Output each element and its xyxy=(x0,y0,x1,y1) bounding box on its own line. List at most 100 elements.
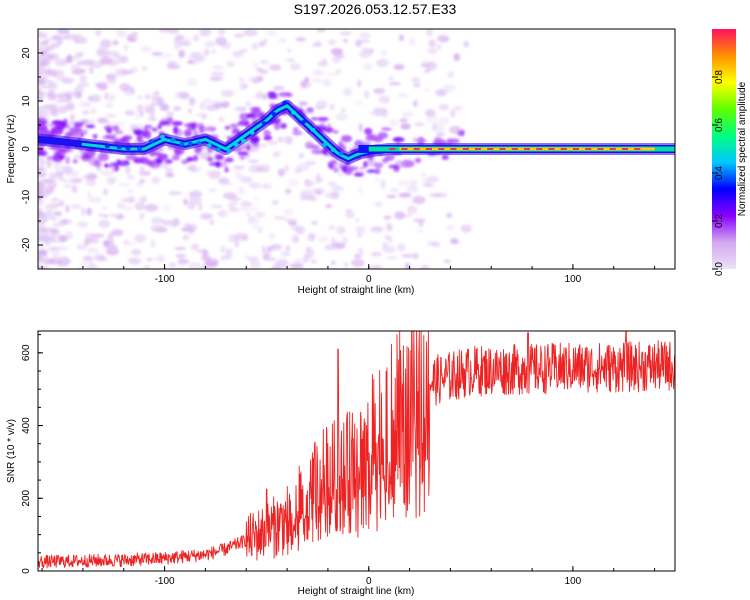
noise-blob xyxy=(191,123,197,131)
noise-blob xyxy=(263,250,272,258)
noise-blob xyxy=(79,75,87,82)
noise-blob xyxy=(105,175,119,183)
noise-blob xyxy=(317,235,329,243)
noise-blob xyxy=(160,104,170,111)
noise-blob xyxy=(285,188,292,195)
ridge-blob xyxy=(137,146,142,151)
noise-blob xyxy=(136,135,143,142)
carrier-peak xyxy=(438,148,445,150)
carrier-peak xyxy=(597,148,604,150)
noise-blob xyxy=(128,257,142,265)
ridge-blob xyxy=(291,110,297,115)
noise-blob xyxy=(463,40,469,48)
noise-blob xyxy=(400,123,411,130)
noise-blob xyxy=(82,110,90,115)
noise-blob xyxy=(304,77,310,82)
noise-blob xyxy=(342,86,353,93)
noise-blob xyxy=(79,101,88,108)
noise-blob xyxy=(364,127,373,135)
carrier-peak xyxy=(560,148,567,150)
noise-blob xyxy=(152,152,162,156)
noise-blob xyxy=(340,135,353,143)
noise-blob xyxy=(123,206,134,211)
noise-blob xyxy=(85,124,96,128)
noise-blob xyxy=(81,207,86,216)
noise-blob xyxy=(325,204,333,209)
noise-blob xyxy=(160,220,175,226)
noise-blob xyxy=(354,101,364,105)
noise-blob xyxy=(440,36,449,43)
colorbar-tick-label: 0.0 xyxy=(714,262,725,276)
noise-blob xyxy=(38,77,46,85)
noise-blob xyxy=(261,93,268,100)
noise-blob xyxy=(86,191,92,199)
noise-blob xyxy=(218,177,230,185)
carrier-peak xyxy=(425,148,432,150)
noise-blob xyxy=(317,60,328,67)
noise-blob xyxy=(126,175,135,180)
noise-blob xyxy=(111,229,124,237)
noise-blob xyxy=(252,196,260,200)
ridge-blob xyxy=(301,119,307,124)
noise-blob xyxy=(358,186,363,194)
noise-blob xyxy=(251,224,264,230)
carrier-peak xyxy=(548,148,555,150)
noise-blob xyxy=(145,93,151,100)
noise-blob xyxy=(48,226,54,232)
noise-blob xyxy=(248,164,262,173)
noise-blob xyxy=(65,205,70,213)
noise-blob xyxy=(42,187,47,196)
noise-blob xyxy=(142,66,147,71)
noise-blob xyxy=(97,84,108,91)
noise-blob xyxy=(357,247,363,253)
noise-blob xyxy=(287,178,299,188)
noise-blob xyxy=(292,127,299,132)
noise-blob xyxy=(44,79,53,84)
noise-blob xyxy=(327,161,334,168)
noise-blob xyxy=(50,109,60,117)
noise-blob xyxy=(71,184,78,194)
noise-blob xyxy=(50,197,60,202)
noise-blob xyxy=(89,174,98,180)
carrier-peak xyxy=(621,148,628,150)
noise-blob xyxy=(408,38,416,46)
noise-blob xyxy=(355,217,360,224)
noise-blob xyxy=(71,33,82,38)
noise-blob xyxy=(314,41,322,47)
noise-blob xyxy=(210,204,223,209)
noise-blob xyxy=(375,107,387,114)
snr-xtick-label: -100 xyxy=(155,576,175,587)
noise-blob xyxy=(406,205,418,215)
noise-blob xyxy=(208,162,221,166)
noise-blob xyxy=(103,214,109,218)
noise-blob xyxy=(305,248,315,258)
noise-blob xyxy=(76,244,87,251)
noise-blob xyxy=(38,157,44,162)
noise-blob xyxy=(181,38,192,47)
noise-blob xyxy=(277,168,285,177)
noise-blob xyxy=(452,105,464,112)
noise-blob xyxy=(364,90,370,99)
noise-blob xyxy=(99,152,109,157)
noise-blob xyxy=(38,265,42,269)
noise-blob xyxy=(46,182,58,187)
noise-blob xyxy=(137,95,144,100)
noise-blob xyxy=(387,238,393,244)
noise-blob xyxy=(266,29,277,37)
noise-blob xyxy=(333,130,339,134)
noise-blob xyxy=(202,98,213,104)
noise-blob xyxy=(76,221,88,228)
colorbar-tick-label: 0.8 xyxy=(714,70,725,84)
noise-blob xyxy=(186,77,198,87)
noise-blob xyxy=(370,226,384,233)
noise-blob xyxy=(73,91,82,99)
noise-blob xyxy=(388,119,399,127)
noise-blob xyxy=(339,31,352,36)
snr-ytick-label: 0 xyxy=(21,568,32,574)
noise-blob xyxy=(335,69,342,74)
ridge-blob xyxy=(196,141,202,146)
ridge-blob xyxy=(249,130,255,135)
noise-blob xyxy=(324,127,334,133)
noise-blob xyxy=(280,250,291,257)
noise-blob xyxy=(54,165,60,171)
